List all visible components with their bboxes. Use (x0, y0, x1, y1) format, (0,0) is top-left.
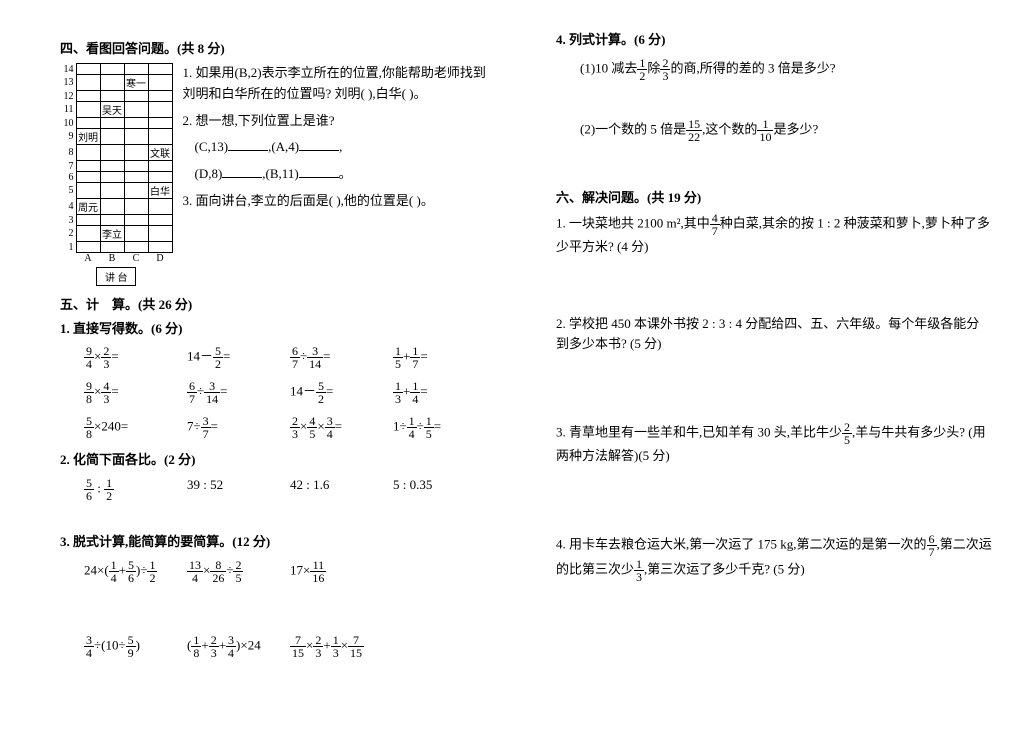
seat-cell (148, 75, 172, 91)
seat-cell: 寒一 (124, 75, 148, 91)
seat-cell (76, 242, 100, 253)
s5-p3-title: 3. 脱式计算,能简算的要简算。(12 分) (60, 532, 496, 553)
seat-cell (124, 215, 148, 226)
seat-cell (76, 161, 100, 172)
seat-cell (124, 129, 148, 145)
seat-cell (148, 91, 172, 102)
s4-q2-line1: (C,13),(A,4), (195, 137, 497, 158)
seat-cell (76, 102, 100, 118)
seat-cell (100, 118, 124, 129)
seat-cell (76, 75, 100, 91)
seat-cell (76, 145, 100, 161)
section-5-title: 五、计 算。(共 26 分) (60, 294, 496, 313)
seat-cell (76, 118, 100, 129)
seat-cell (124, 91, 148, 102)
seat-cell (148, 129, 172, 145)
seat-cell (124, 226, 148, 242)
seat-cell (124, 102, 148, 118)
seat-cell (100, 242, 124, 253)
seat-cell (124, 118, 148, 129)
r-q4-2: (2)一个数的 5 倍是1522,这个数的110是多少? (580, 118, 992, 143)
r-q4-1: (1)10 减去12除23的商,所得的差的 3 倍是多少? (580, 57, 992, 82)
seat-cell (100, 199, 124, 215)
s4-q2-line2: (D,8),(B,11)。 (195, 164, 497, 185)
seat-cell (76, 91, 100, 102)
calc-row-1: 94×23= 14－52= 67÷314= 15+17= (84, 345, 496, 370)
calc-row-2: 98×43= 67÷314= 14－52= 13+14= (84, 380, 496, 405)
s6-p4: 4. 用卡车去粮仓运大米,第一次运了 175 kg,第二次运的是第一次的67,第… (556, 533, 992, 583)
right-column: 4. 列式计算。(6 分) (1)10 减去12除23的商,所得的差的 3 倍是… (556, 30, 992, 669)
seat-cell (148, 102, 172, 118)
seat-cell (148, 64, 172, 75)
seat-cell (124, 161, 148, 172)
seat-cell (148, 172, 172, 183)
seat-cell (148, 242, 172, 253)
seat-cell (124, 183, 148, 199)
section-4-title: 四、看图回答问题。(共 8 分) (60, 38, 496, 57)
s4-q3: 3. 面向讲台,李立的后面是( ),他的位置是( )。 (183, 191, 497, 212)
seat-cell: 李立 (100, 226, 124, 242)
seat-cell (148, 215, 172, 226)
s4-q2a: 2. 想一想,下列位置上是谁? (183, 111, 497, 132)
section-6-title: 六、解决问题。(共 19 分) (556, 187, 992, 206)
seat-cell (100, 183, 124, 199)
seat-cell (76, 226, 100, 242)
podium-label: 讲 台 (96, 267, 136, 286)
seating-chart: 1413寒一1211吴天109刘明8文联765白华4周元32李立1ABCD 讲 … (60, 63, 173, 286)
seat-cell (100, 172, 124, 183)
seat-cell (124, 172, 148, 183)
seat-cell (124, 242, 148, 253)
seat-cell (100, 64, 124, 75)
s4-q1: 1. 如果用(B,2)表示李立所在的位置,你能帮助老师找到刘明和白华所在的位置吗… (183, 63, 497, 105)
seat-cell: 刘明 (76, 129, 100, 145)
seat-cell: 文联 (148, 145, 172, 161)
seat-cell (100, 215, 124, 226)
seat-cell: 周元 (76, 199, 100, 215)
seat-cell (76, 172, 100, 183)
r-q4-title: 4. 列式计算。(6 分) (556, 30, 992, 51)
seat-cell (148, 199, 172, 215)
seat-cell (76, 215, 100, 226)
s6-p1: 1. 一块菜地共 2100 m²,其中47种白菜,其余的按 1 : 2 种菠菜和… (556, 212, 992, 258)
s6-p2: 2. 学校把 450 本课外书按 2 : 3 : 4 分配给四、五、六年级。每个… (556, 314, 992, 356)
seat-cell (148, 118, 172, 129)
s5-p2-title: 2. 化简下面各比。(2 分) (60, 450, 496, 471)
seat-cell: 白华 (148, 183, 172, 199)
ratio-row: 56 : 12 39 : 52 42 : 1.6 5 : 0.35 (84, 477, 496, 502)
left-column: 四、看图回答问题。(共 8 分) 1413寒一1211吴天109刘明8文联765… (60, 30, 496, 669)
seat-cell: 吴天 (100, 102, 124, 118)
calc-row-3: 58×240= 7÷37= 23×45×34= 1÷14÷15= (84, 415, 496, 440)
seat-cell (148, 226, 172, 242)
seat-cell (100, 91, 124, 102)
seat-cell (100, 75, 124, 91)
seat-cell (124, 199, 148, 215)
seat-cell (100, 145, 124, 161)
seat-cell (148, 161, 172, 172)
seat-cell (100, 129, 124, 145)
expr-row-1: 24×(14+56)÷12 134×826÷25 17×1116 (84, 559, 496, 584)
s5-p1-title: 1. 直接写得数。(6 分) (60, 319, 496, 340)
seat-cell (124, 145, 148, 161)
seat-cell (76, 183, 100, 199)
s6-p3: 3. 青草地里有一些羊和牛,已知羊有 30 头,羊比牛少25,羊与牛共有多少头?… (556, 421, 992, 467)
expr-row-2: 34÷(10÷59) (18+23+34)×24 715×23+13×715 (84, 634, 496, 659)
seat-cell (100, 161, 124, 172)
seat-cell (76, 64, 100, 75)
seat-cell (124, 64, 148, 75)
